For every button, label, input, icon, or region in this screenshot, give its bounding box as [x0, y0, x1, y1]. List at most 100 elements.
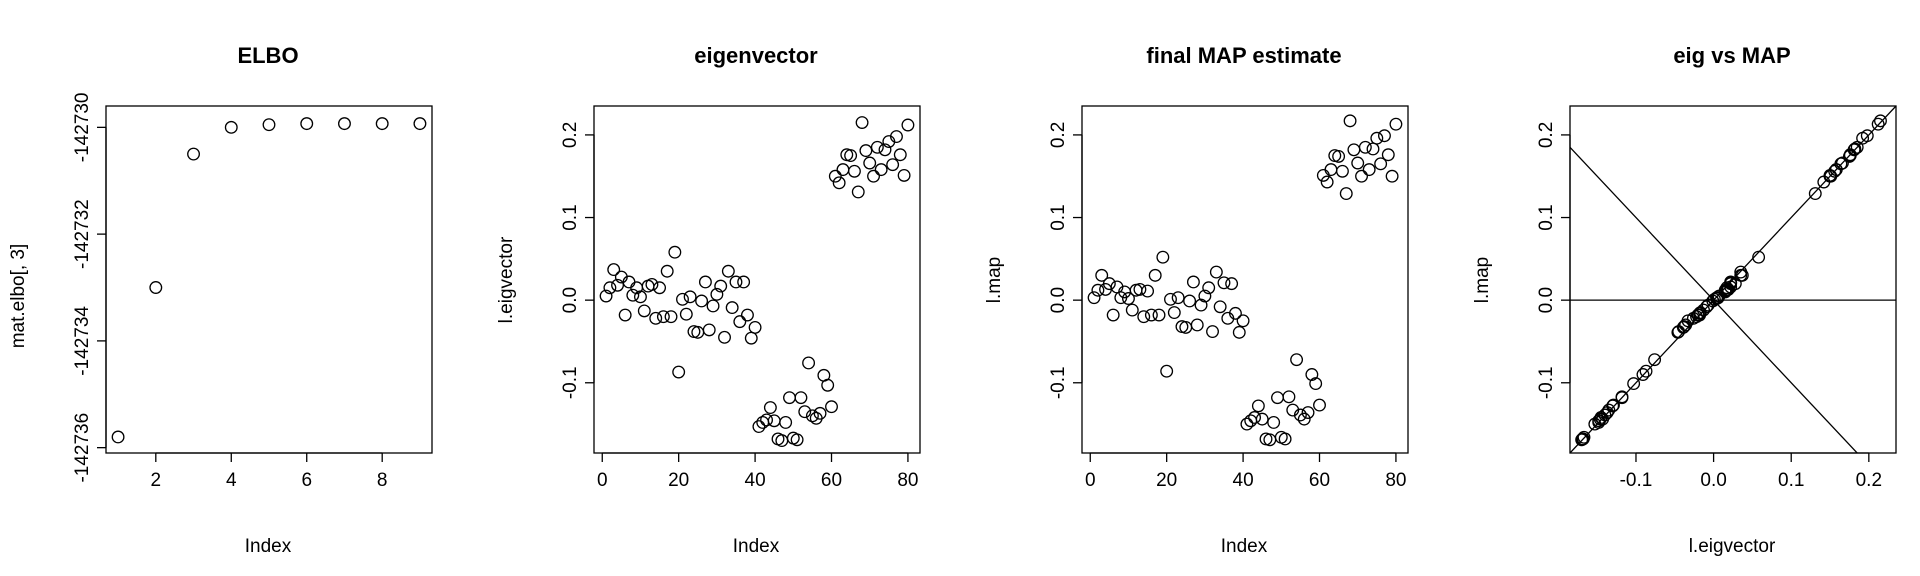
data-point	[1636, 368, 1650, 381]
data-point	[763, 401, 777, 415]
data-point	[603, 281, 617, 295]
y-tick-label: -142734	[72, 306, 93, 376]
data-point	[1232, 325, 1246, 339]
data-point	[262, 118, 276, 132]
y-tick-label: -0.1	[1536, 366, 1557, 399]
data-point	[867, 169, 880, 183]
data-point	[1358, 140, 1372, 154]
chart-title: final MAP estimate	[1146, 43, 1341, 68]
x-tick-label: 8	[377, 470, 388, 491]
data-point	[1824, 169, 1838, 183]
data-point	[737, 275, 751, 289]
data-point	[1671, 325, 1685, 339]
data-point	[1186, 275, 1200, 289]
data-point	[1240, 417, 1254, 431]
data-point	[1236, 314, 1250, 328]
data-point	[752, 420, 766, 434]
data-point	[855, 116, 869, 129]
data-point	[740, 308, 754, 322]
data-point	[187, 147, 200, 161]
data-point	[1710, 291, 1724, 305]
data-point	[1351, 156, 1365, 170]
x-tick-label: 0.0	[1700, 470, 1726, 491]
data-point	[1808, 187, 1822, 201]
x-tick-label: 0.2	[1856, 470, 1882, 491]
chart-title: eigenvector	[694, 43, 818, 68]
data-point	[901, 118, 915, 132]
data-point	[607, 263, 621, 277]
anti-diagonal-line	[1570, 146, 1859, 453]
data-point	[886, 158, 900, 172]
data-point	[813, 406, 827, 420]
x-tick-label: 2	[151, 470, 162, 491]
y-tick-label: 0.0	[1536, 287, 1557, 313]
x-tick-label: 40	[1233, 470, 1254, 491]
data-point	[1217, 276, 1231, 290]
x-axis-label: Index	[1221, 536, 1268, 557]
data-point	[1206, 325, 1219, 339]
data-point	[672, 365, 686, 379]
data-point	[1385, 169, 1399, 183]
data-point	[649, 311, 663, 325]
identity-line	[1570, 106, 1896, 453]
chart-title: ELBO	[237, 43, 298, 68]
data-point	[660, 264, 674, 278]
data-point	[1305, 368, 1319, 381]
x-tick-label: 60	[821, 470, 842, 491]
x-tick-label: -0.1	[1620, 470, 1653, 491]
data-point	[1106, 308, 1120, 322]
data-point	[1160, 364, 1174, 378]
data-point	[656, 310, 670, 324]
data-point	[1141, 284, 1155, 298]
x-tick-label: 4	[226, 470, 237, 491]
y-tick-label: 0.2	[560, 122, 581, 148]
data-point	[1122, 292, 1135, 305]
data-point	[828, 169, 842, 183]
data-point	[897, 168, 911, 182]
data-point	[721, 264, 735, 278]
data-point	[1156, 250, 1170, 264]
data-point	[794, 391, 808, 405]
data-point	[1087, 291, 1101, 305]
data-point	[1091, 283, 1105, 297]
y-tick-label: 0.0	[560, 287, 581, 313]
data-point	[1282, 390, 1296, 404]
data-point	[626, 288, 640, 302]
data-point	[714, 279, 728, 293]
x-axis-label: Index	[733, 536, 780, 557]
data-point	[1251, 399, 1265, 413]
data-point	[760, 413, 774, 427]
data-point	[1313, 398, 1326, 412]
panel-final-map: final MAP estimate Index l.map 0 20 40 60 80…	[984, 43, 1409, 557]
data-point	[1297, 412, 1311, 426]
data-point	[224, 120, 238, 134]
data-point	[1734, 265, 1748, 279]
x-tick-label: 20	[1156, 470, 1177, 491]
y-tick-label: 0.2	[1536, 122, 1557, 148]
data-point	[847, 164, 861, 178]
data-point	[1102, 277, 1116, 291]
panel-eig-vs-map: eig vs MAP l.eigvector l.map -0.1 0.0 0.1 0…	[1472, 43, 1897, 557]
data-point	[878, 143, 892, 157]
data-point	[683, 290, 697, 304]
data-point	[893, 148, 907, 162]
data-point	[413, 117, 427, 131]
y-axis-label: l.eigvector	[496, 236, 517, 323]
data-point	[1290, 353, 1304, 367]
data-point	[300, 117, 314, 131]
x-tick-label: 0.1	[1778, 470, 1804, 491]
data-point	[1137, 310, 1151, 324]
x-tick-label: 60	[1309, 470, 1330, 491]
data-point	[664, 310, 678, 324]
data-point	[706, 299, 720, 313]
data-point	[790, 433, 804, 447]
data-point	[859, 144, 873, 158]
data-point	[698, 275, 712, 289]
data-point	[1712, 289, 1726, 303]
x-tick-label: 20	[668, 470, 689, 491]
data-point	[1248, 411, 1262, 424]
data-point	[1575, 433, 1589, 447]
y-tick-label: -0.1	[560, 366, 581, 399]
data-point	[844, 149, 858, 163]
y-tick-label: 0.1	[1536, 204, 1557, 230]
